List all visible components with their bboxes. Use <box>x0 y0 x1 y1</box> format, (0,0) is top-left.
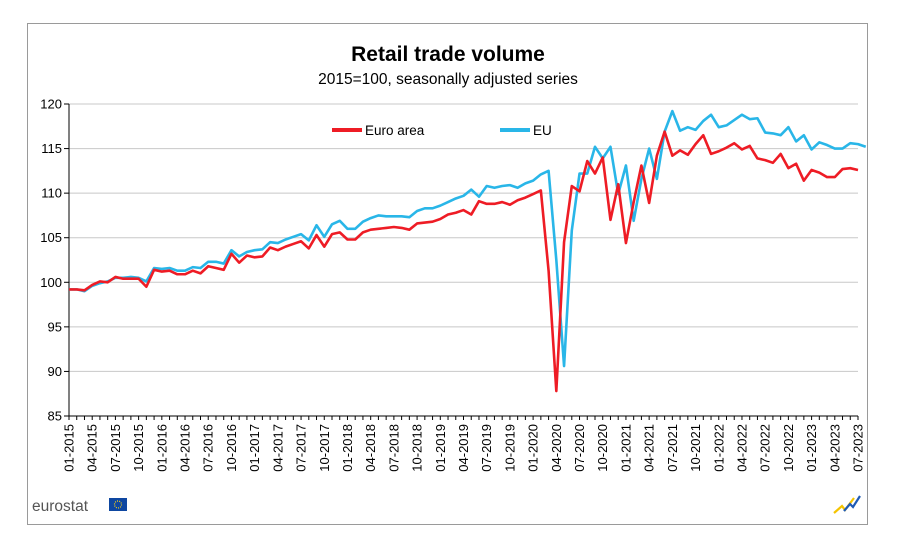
legend-label-eu: EU <box>533 123 552 138</box>
x-tick-label: 04-2015 <box>85 424 100 472</box>
eurostat-logo: eurostat <box>32 498 127 515</box>
x-tick-label: 07-2021 <box>665 424 680 472</box>
x-tick-label: 10-2019 <box>502 424 517 472</box>
x-tick-label: 01-2023 <box>804 424 819 472</box>
series-lines <box>69 109 867 393</box>
y-tick-label: 115 <box>41 141 62 156</box>
x-tick-label: 10-2015 <box>131 424 146 472</box>
x-tick-label: 10-2016 <box>224 424 239 472</box>
x-tick-label: 01-2019 <box>433 424 448 472</box>
eu-stars-icon <box>113 500 123 509</box>
x-tick-label: 07-2019 <box>479 424 494 472</box>
x-tick-label: 07-2017 <box>294 424 309 472</box>
eurostat-logo-text: eurostat <box>32 498 89 515</box>
x-tick-label: 01-2022 <box>711 424 726 472</box>
x-tick-label: 01-2021 <box>618 424 633 472</box>
retail-trade-chart: Retail trade volume 2015=100, seasonally… <box>32 43 867 515</box>
x-tick-label: 04-2016 <box>178 424 193 472</box>
y-axis: 85 90 95 100 105 110 115 120 <box>40 97 70 424</box>
x-tick-label: 07-2018 <box>386 424 401 472</box>
y-tick-label: 85 <box>48 409 62 424</box>
x-tick-label: 01-2016 <box>154 424 169 472</box>
x-tick-label: 07-2020 <box>572 424 587 472</box>
y-tick-label: 105 <box>40 230 62 245</box>
series-line-euro-area <box>69 130 859 393</box>
x-tick-label: 07-2022 <box>758 424 773 472</box>
x-tick-label: 04-2023 <box>827 424 842 472</box>
x-tick-label: 04-2020 <box>549 424 564 472</box>
x-tick-label: 10-2022 <box>781 424 796 472</box>
legend-label-euro-area: Euro area <box>365 123 425 138</box>
x-tick-label: 10-2018 <box>410 424 425 472</box>
x-tick-label: 07-2015 <box>108 424 123 472</box>
y-tick-label: 110 <box>41 186 62 201</box>
checkmark-blue <box>843 495 861 512</box>
x-tick-label: 10-2021 <box>688 424 703 472</box>
legend: Euro area EU <box>332 123 552 138</box>
x-tick-label: 04-2017 <box>270 424 285 472</box>
chart-subtitle: 2015=100, seasonally adjusted series <box>318 71 578 88</box>
x-tick-label: 07-2016 <box>201 424 216 472</box>
eu-flag-icon <box>109 498 127 511</box>
y-tick-label: 90 <box>48 364 62 379</box>
series-line-eu <box>69 109 867 368</box>
y-tick-label: 120 <box>40 97 62 112</box>
x-tick-label: 10-2017 <box>317 424 332 472</box>
x-tick-label: 10-2020 <box>595 424 610 472</box>
x-axis: 01-2015 04-2015 07-2015 10-2015 01-2016 04-20… <box>62 415 866 472</box>
x-tick-label: 04-2018 <box>363 424 378 472</box>
x-tick-label: 04-2021 <box>642 424 657 472</box>
chart-title: Retail trade volume <box>351 43 545 66</box>
x-tick-label: 04-2019 <box>456 424 471 472</box>
x-tick-label: 01-2020 <box>526 424 541 472</box>
x-tick-label: 01-2015 <box>62 424 77 472</box>
y-tick-label: 100 <box>40 275 62 290</box>
gridlines <box>69 103 858 417</box>
y-tick-label: 95 <box>48 319 62 334</box>
x-tick-label: 01-2017 <box>247 424 262 472</box>
x-tick-label: 04-2022 <box>734 424 749 472</box>
chart-frame: Retail trade volume 2015=100, seasonally… <box>27 23 868 525</box>
x-tick-label: 07-2023 <box>851 424 866 472</box>
eurostat-checkmark-icon <box>833 495 861 514</box>
x-tick-label: 01-2018 <box>340 424 355 472</box>
